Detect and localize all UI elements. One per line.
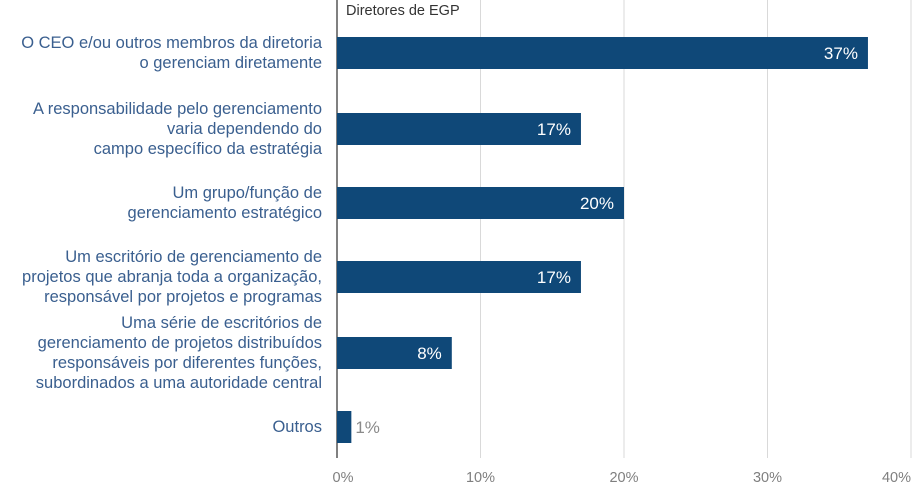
bar xyxy=(337,337,452,369)
x-tick-label: 10% xyxy=(466,470,495,485)
x-tick-label: 20% xyxy=(609,470,638,485)
data-label: 8% xyxy=(417,344,442,363)
category-label: Outros xyxy=(272,418,322,436)
bar xyxy=(337,411,352,443)
data-label: 17% xyxy=(537,120,571,139)
category-label: O CEO e/ou outros membros da diretoria o… xyxy=(21,34,322,72)
bar xyxy=(337,37,868,69)
category-label: Um escritório de gerenciamento de projet… xyxy=(22,248,322,306)
bar xyxy=(337,261,581,293)
x-tick-label: 40% xyxy=(882,470,911,485)
data-label: 37% xyxy=(824,44,858,63)
category-label: Um grupo/função de gerenciamento estraté… xyxy=(127,184,322,222)
x-tick-label: 30% xyxy=(753,470,782,485)
bar xyxy=(337,113,581,145)
data-label: 20% xyxy=(580,194,614,213)
data-label: 1% xyxy=(355,418,380,437)
bar xyxy=(337,187,624,219)
x-tick-label: 0% xyxy=(333,470,354,485)
series-title: Diretores de EGP xyxy=(346,3,460,19)
data-label: 17% xyxy=(537,268,571,287)
category-label: A responsabilidade pelo gerenciamento va… xyxy=(33,100,322,158)
category-label: Uma série de escritórios de gerenciament… xyxy=(35,314,322,392)
